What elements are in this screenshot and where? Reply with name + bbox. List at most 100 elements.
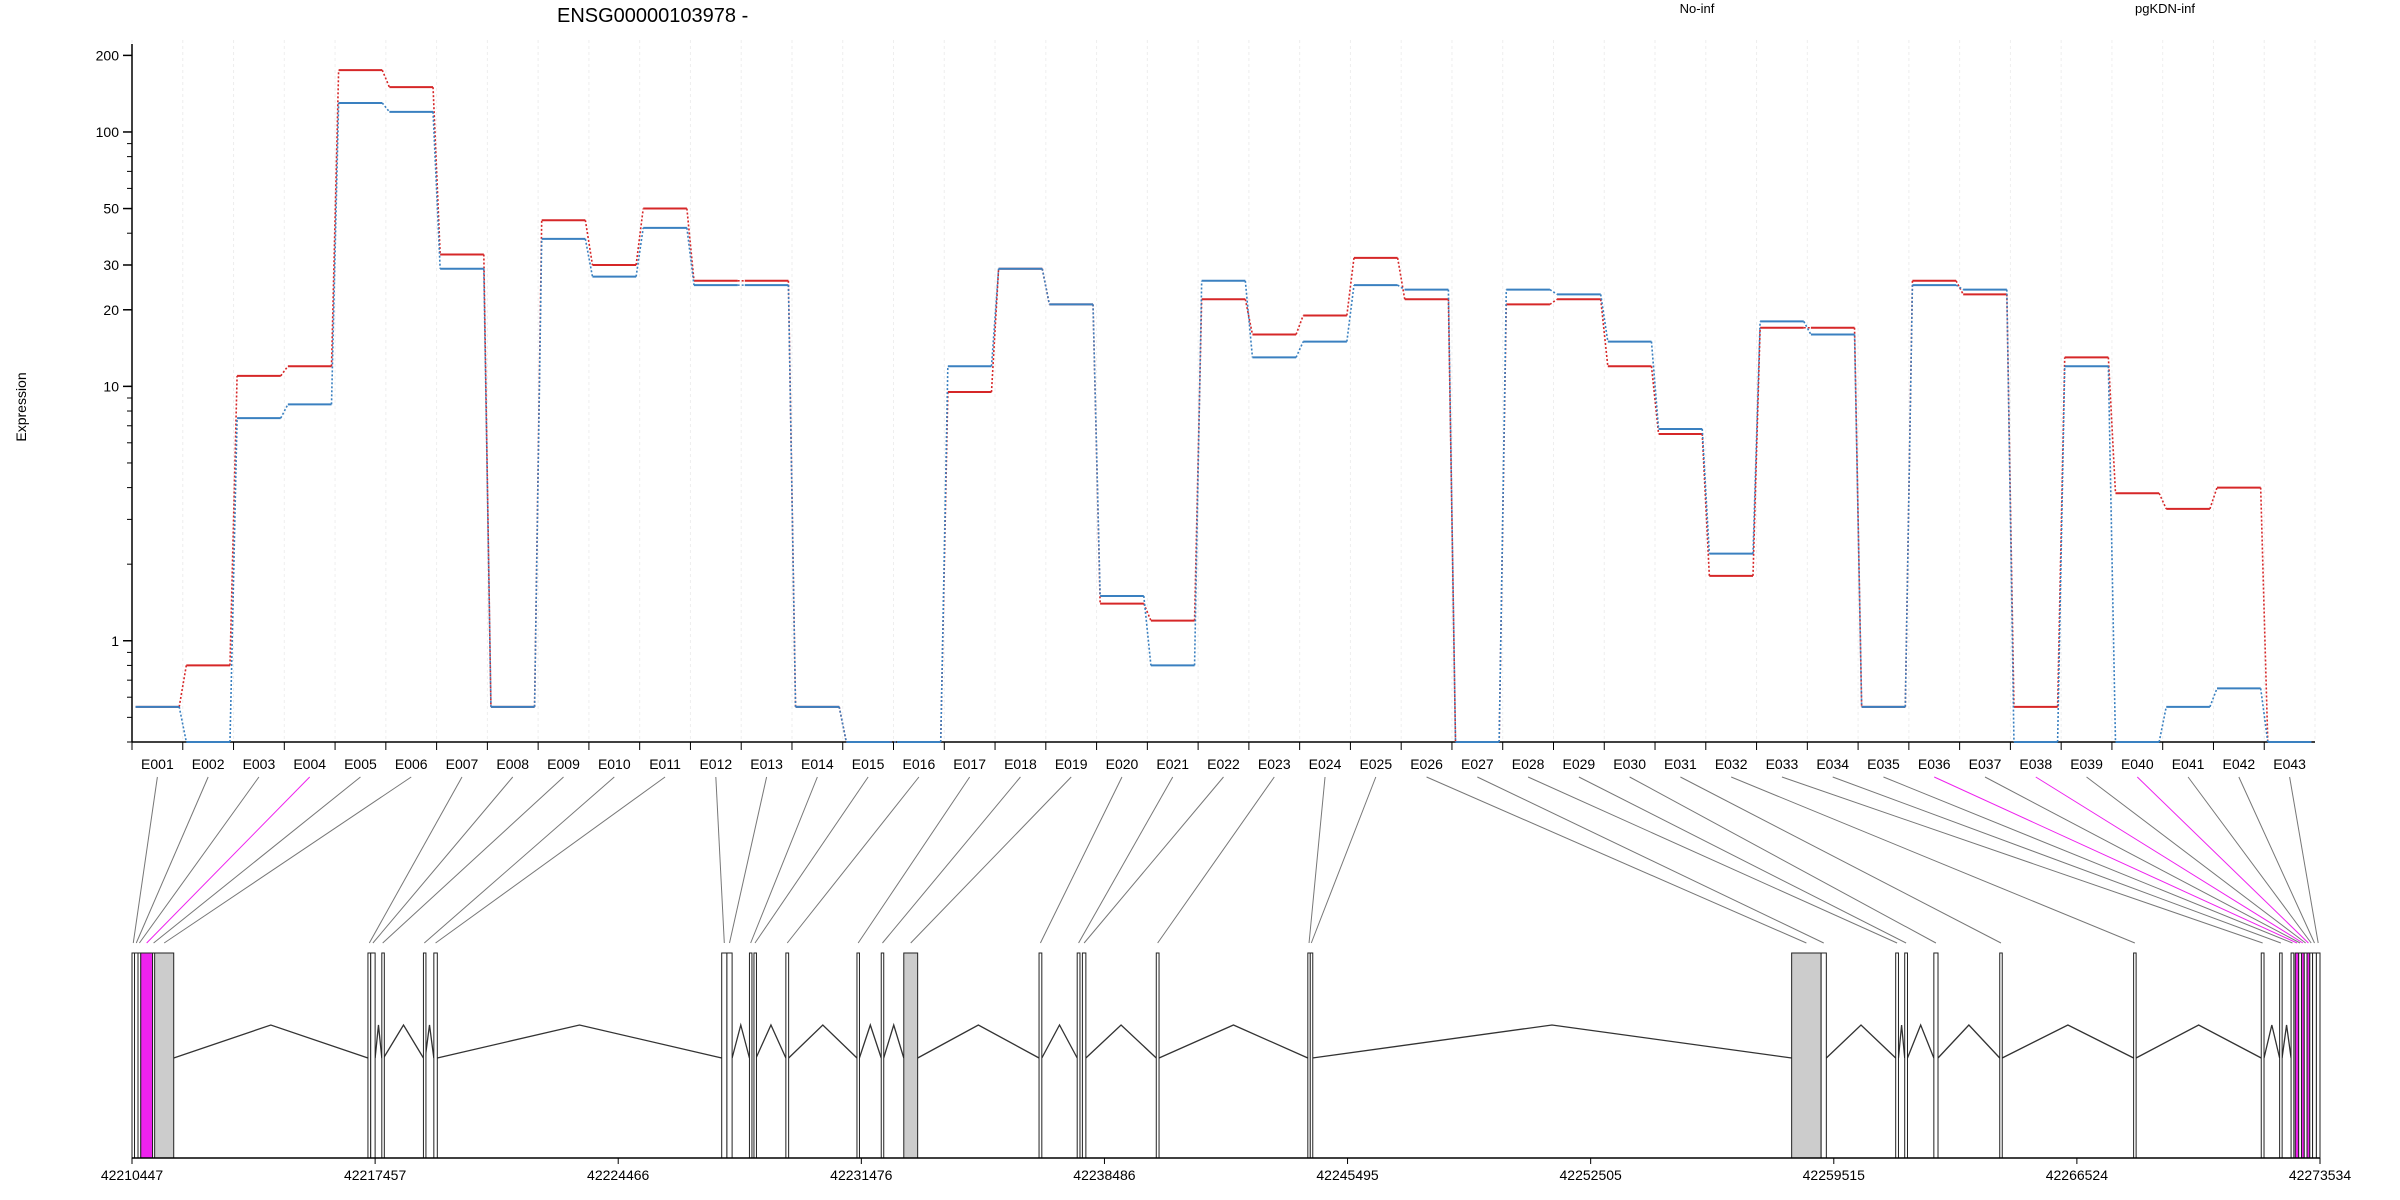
connector-e024: [1308, 776, 1326, 944]
connector-e035: [1883, 776, 2293, 944]
connector-e017: [857, 776, 971, 944]
connector-e012: [715, 776, 725, 944]
gene-model: [131, 952, 2321, 1159]
y-axis: 1 10 20 30 50 100 200: [96, 44, 133, 743]
genomic-tick-label: 42238486: [1073, 1167, 1136, 1183]
y-tick-label: 50: [103, 201, 119, 217]
exon-box-e004: [140, 952, 154, 1159]
series-link-no-inf: [1346, 257, 1355, 316]
series-link-pgkdn-inf: [1955, 284, 1964, 291]
intron-line: [788, 1024, 858, 1059]
x-tick-label-e003: E003: [243, 756, 276, 772]
x-tick-label-e013: E013: [750, 756, 783, 772]
series-link-pgkdn-inf: [2107, 366, 2117, 743]
x-tick-label-e016: E016: [903, 756, 936, 772]
exon-box-e020: [1038, 952, 1043, 1159]
exon-box-e034: [2279, 952, 2283, 1159]
x-tick-label-e008: E008: [496, 756, 529, 772]
x-tick-label-e005: E005: [344, 756, 377, 772]
y-tick-label: 100: [96, 124, 120, 140]
genomic-tick-label: 42224466: [587, 1167, 650, 1183]
y-axis-label: Expression: [13, 372, 29, 441]
x-tick-label-e021: E021: [1156, 756, 1189, 772]
x-tick-label-e038: E038: [2019, 756, 2052, 772]
exon-box-e013: [726, 952, 733, 1159]
x-tick-label-e035: E035: [1867, 756, 1900, 772]
genomic-tick-label: 42231476: [830, 1167, 893, 1183]
series-link-pgkdn-inf: [178, 706, 188, 743]
series-link-pgkdn-inf: [584, 238, 594, 277]
exon-connector-lines: [132, 776, 2319, 944]
legend-no-inf: No-inf: [1680, 1, 1715, 16]
x-tick-label-e006: E006: [395, 756, 428, 772]
intron-line: [1085, 1024, 1157, 1059]
series-link-pgkdn-inf: [1701, 428, 1711, 554]
connector-e019: [910, 776, 1072, 944]
exon-box-e002: [134, 952, 139, 1159]
y-tick-label: 30: [103, 257, 119, 273]
series-link-no-inf: [1853, 327, 1863, 707]
connector-e005: [153, 776, 361, 944]
x-tick-label-e030: E030: [1613, 756, 1646, 772]
series-link-no-inf: [1295, 315, 1304, 335]
y-tick-label: 10: [103, 378, 119, 394]
series-link-pgkdn-inf: [1092, 304, 1101, 596]
exon-box-e016: [785, 952, 790, 1159]
intron-line: [374, 1024, 383, 1059]
exon-box-e033: [2260, 952, 2265, 1159]
y-tick-label: 20: [103, 302, 119, 318]
intron-line: [1937, 1024, 2001, 1059]
x-tick-label-e034: E034: [1816, 756, 1849, 772]
exon-box-e022: [1081, 952, 1087, 1159]
x-tick-label-e033: E033: [1766, 756, 1799, 772]
exon-box-e027: [1820, 952, 1827, 1159]
x-axis: E001 E002 E003 E004 E005 E006 E007 E008 E009 E010…: [131, 741, 2315, 772]
connector-e028: [1527, 776, 1898, 944]
exon-box-e029: [1904, 952, 1908, 1159]
series-link-no-inf: [2006, 294, 2015, 707]
intron-line: [1041, 1023, 1078, 1059]
genomic-tick-label: 42266524: [2046, 1167, 2109, 1183]
exon-box-e023: [1155, 952, 1160, 1159]
exon-box-e014: [748, 952, 753, 1159]
x-tick-label-e007: E007: [446, 756, 479, 772]
x-tick-label-e019: E019: [1055, 756, 1088, 772]
x-tick-label-e022: E022: [1207, 756, 1240, 772]
intron-line: [424, 1024, 435, 1059]
connector-e038: [2035, 776, 2304, 944]
series-link-pgkdn-inf: [1549, 288, 1558, 296]
exon-box-e043: [2315, 952, 2321, 1159]
connector-e018: [882, 776, 1021, 944]
exon-box-e010: [422, 952, 427, 1159]
intron-line: [883, 1022, 905, 1059]
series-link-pgkdn-inf: [1803, 321, 1812, 335]
vertical-gridlines: [131, 40, 2316, 742]
connector-e013: [729, 776, 768, 944]
connector-e032: [1730, 776, 2136, 944]
intron-line: [1312, 1024, 1792, 1059]
x-tick-label-e032: E032: [1715, 756, 1748, 772]
genomic-tick-label: 42245495: [1316, 1167, 1379, 1183]
connector-e043: [2289, 776, 2319, 944]
x-tick-label-e020: E020: [1106, 756, 1139, 772]
series-link-no-inf: [1599, 299, 1609, 367]
series-link-pgkdn-inf: [2056, 366, 2066, 743]
series-link-pgkdn-inf: [2158, 706, 2168, 743]
exon-box-e019: [903, 952, 919, 1159]
x-tick-label-e014: E014: [801, 756, 834, 772]
exon-box-e017: [856, 952, 860, 1159]
series-link-no-inf: [330, 70, 340, 367]
series-link-pgkdn-inf: [1193, 280, 1203, 666]
intron-line: [1825, 1024, 1897, 1059]
connector-e014: [750, 776, 818, 944]
series-link-no-inf: [2158, 492, 2167, 510]
genomic-tick-label: 42210447: [101, 1167, 164, 1183]
exon-box-e006: [154, 952, 175, 1159]
exon-box-e026: [1791, 952, 1822, 1159]
connector-e041: [2187, 776, 2312, 944]
connector-e022: [1083, 776, 1224, 944]
series-link-no-inf: [635, 208, 645, 266]
series-link-pgkdn-inf: [483, 268, 492, 707]
x-tick-label-e040: E040: [2121, 756, 2154, 772]
series-link-no-inf: [1447, 299, 1457, 743]
